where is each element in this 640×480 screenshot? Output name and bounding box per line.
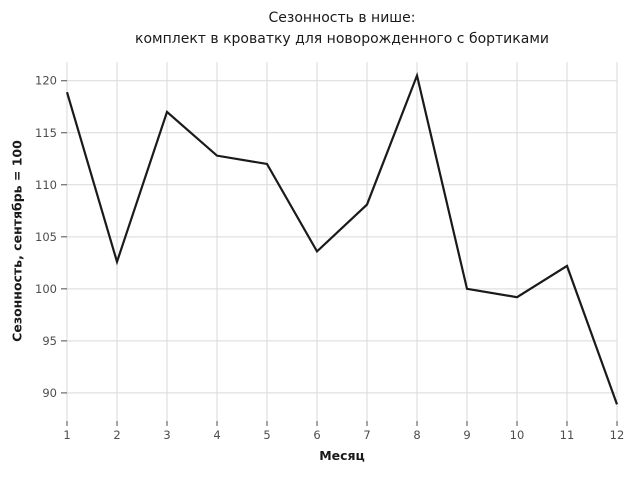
x-axis-title: Месяц <box>319 448 365 463</box>
data-series-group <box>65 71 619 405</box>
x-tick-label: 3 <box>163 428 170 442</box>
x-tick-label: 11 <box>560 428 575 442</box>
x-tick-label: 10 <box>510 428 525 442</box>
x-tick-label: 2 <box>113 428 120 442</box>
x-tick-label: 9 <box>463 428 470 442</box>
chart-title: Сезонность в нише: комплект в кроватку д… <box>44 8 640 50</box>
y-tick-label: 90 <box>42 386 57 400</box>
y-axis-title: Сезонность, сентябрь = 100 <box>9 140 25 342</box>
x-tick-label: 8 <box>413 428 420 442</box>
seasonality-line-series <box>65 71 619 405</box>
chart-title-line2: комплект в кроватку для новорожденного с… <box>135 31 549 47</box>
x-tick-label: 5 <box>263 428 270 442</box>
gridlines-group <box>66 62 618 421</box>
x-tick-label: 1 <box>63 428 70 442</box>
chart-title-line1: Сезонность в нише: <box>268 10 416 26</box>
x-tick-label: 7 <box>363 428 370 442</box>
y-tick-label: 115 <box>35 126 57 140</box>
y-tick-label: 105 <box>35 230 57 244</box>
x-tick-label: 12 <box>610 428 625 442</box>
y-tick-label: 120 <box>35 74 57 88</box>
y-tick-label: 95 <box>42 334 57 348</box>
y-tick-label: 110 <box>35 178 57 192</box>
y-tick-label: 100 <box>35 282 57 296</box>
x-tick-label: 4 <box>213 428 220 442</box>
axis-ticks-group <box>61 80 618 426</box>
x-tick-label: 6 <box>313 428 320 442</box>
